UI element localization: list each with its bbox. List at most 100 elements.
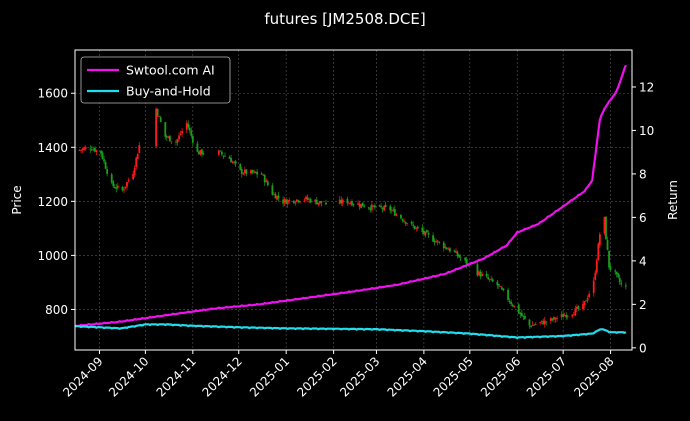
candle-body	[510, 301, 513, 305]
candle-body	[234, 161, 237, 164]
candle-body	[338, 199, 341, 204]
y-right-tick-label: 10	[639, 124, 654, 138]
candle-body	[93, 148, 96, 152]
candle-body	[156, 109, 159, 116]
candle-body	[583, 301, 586, 306]
candle-body	[360, 203, 363, 208]
candle-body	[595, 260, 598, 273]
candle-body	[545, 321, 548, 323]
candle-body	[490, 278, 493, 280]
candle-body	[615, 271, 618, 275]
candle-body	[416, 226, 419, 229]
candle-body	[588, 293, 591, 298]
candle-body	[224, 155, 226, 157]
candle-body	[549, 318, 552, 321]
candle-body	[560, 314, 563, 318]
candle-body	[233, 161, 236, 163]
legend-label-buyhold: Buy-and-Hold	[126, 84, 211, 99]
candle-body	[358, 204, 361, 207]
candle-body	[608, 250, 610, 268]
candle-body	[306, 197, 309, 200]
candle-body	[539, 322, 542, 324]
candle-body	[464, 257, 467, 261]
candle-body	[133, 167, 136, 175]
candle-body	[295, 199, 298, 202]
candle-body	[303, 199, 306, 201]
candle-body	[586, 298, 589, 301]
candle-body	[348, 202, 350, 204]
candle-body	[191, 136, 194, 143]
candle-body	[565, 315, 568, 318]
y-right-tick-label: 0	[639, 341, 647, 355]
candle-body	[540, 320, 543, 322]
candle-body	[168, 135, 171, 142]
candle-body	[121, 186, 124, 191]
left-axis-label: Price	[10, 185, 24, 214]
candle-body	[572, 314, 575, 316]
candle-body	[485, 273, 488, 277]
candle-body	[308, 199, 311, 200]
strategy-return-line	[74, 64, 627, 328]
candle-body	[176, 139, 179, 143]
candle-body	[341, 199, 344, 204]
candle-body	[533, 324, 535, 326]
candle-body	[175, 141, 177, 143]
candle-body	[262, 174, 265, 176]
candle-body	[84, 147, 87, 149]
candle-body	[598, 234, 601, 245]
candle-body	[594, 272, 597, 280]
y-left-tick-label: 1400	[37, 141, 68, 155]
candle-body	[523, 316, 526, 319]
legend-label-strategy: Swtool.com AI	[126, 63, 215, 78]
candle-body	[106, 169, 109, 174]
candle-body	[349, 202, 352, 204]
candle-body	[123, 189, 125, 191]
candle-body	[609, 266, 612, 270]
candle-body	[554, 318, 557, 320]
candle-body	[127, 179, 130, 181]
y-right-tick-label: 8	[639, 167, 647, 181]
candle-body	[260, 173, 263, 175]
candle-body	[585, 300, 587, 302]
candle-body	[543, 320, 546, 325]
candle-body	[389, 206, 392, 211]
candle-body	[165, 135, 168, 138]
candle-body	[113, 186, 116, 189]
candle-body	[563, 315, 566, 317]
candle-body	[491, 279, 494, 282]
y-left-tick-label: 800	[45, 303, 68, 317]
candle-body	[426, 230, 428, 233]
candle-body	[80, 149, 83, 151]
candle-body	[219, 150, 222, 152]
candle-body	[401, 219, 404, 221]
candle-body	[517, 304, 520, 314]
candle-body	[562, 314, 565, 318]
candle-body	[617, 273, 620, 278]
plot-frame	[74, 49, 633, 351]
candle-body	[325, 202, 327, 205]
candle-body	[422, 230, 425, 235]
candle-body	[403, 220, 405, 222]
candle-body	[285, 199, 288, 204]
candle-body	[436, 240, 439, 243]
candle-body	[456, 252, 459, 256]
candle-body	[351, 201, 353, 206]
candle-body	[367, 207, 370, 209]
candle-body	[488, 278, 491, 280]
candle-body	[449, 248, 451, 252]
candle-body	[243, 169, 246, 174]
candle-body	[167, 136, 170, 138]
candle-body	[198, 151, 200, 155]
candle-body	[528, 319, 531, 326]
candle-body	[571, 314, 574, 317]
candle-body	[242, 173, 245, 175]
candle-body	[266, 181, 269, 186]
candle-body	[110, 174, 113, 183]
candle-body	[282, 199, 285, 204]
candle-body	[606, 240, 609, 250]
candle-body	[404, 221, 407, 224]
candle-body	[256, 171, 258, 175]
candle-body	[100, 150, 102, 154]
candle-body	[292, 200, 295, 203]
candle-body	[410, 221, 413, 224]
